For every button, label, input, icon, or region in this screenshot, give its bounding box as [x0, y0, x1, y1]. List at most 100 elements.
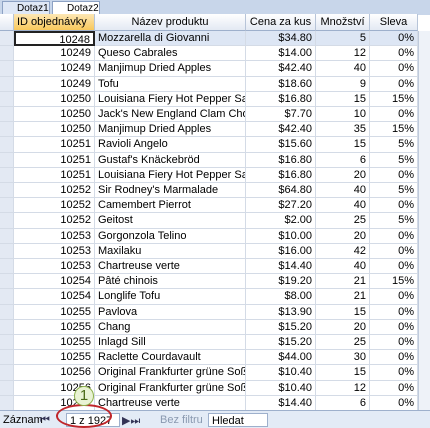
- cell[interactable]: 10253: [14, 228, 95, 244]
- cell[interactable]: 15%: [370, 122, 418, 138]
- row-selector[interactable]: [0, 350, 14, 366]
- cell[interactable]: 6: [316, 395, 370, 411]
- cell[interactable]: 15: [316, 91, 370, 107]
- first-record[interactable]: ⏮: [40, 414, 50, 426]
- cell[interactable]: 10248: [14, 31, 95, 47]
- cell[interactable]: 20: [316, 167, 370, 183]
- row-selector[interactable]: [0, 31, 14, 47]
- cell[interactable]: $15.20: [246, 319, 316, 335]
- cell[interactable]: 15: [316, 137, 370, 153]
- cell[interactable]: $27.20: [246, 198, 316, 214]
- cell[interactable]: 0%: [370, 107, 418, 123]
- row-selector[interactable]: [0, 395, 14, 411]
- row-selector[interactable]: [0, 289, 14, 305]
- select-all[interactable]: [0, 14, 14, 31]
- cell[interactable]: $10.40: [246, 380, 316, 396]
- cell[interactable]: 10255: [14, 350, 95, 366]
- cell[interactable]: 10255: [14, 304, 95, 320]
- cell[interactable]: $16.80: [246, 91, 316, 107]
- column-header[interactable]: Cena za kus: [246, 14, 316, 31]
- column-header[interactable]: Množství: [316, 14, 370, 31]
- cell[interactable]: $42.40: [246, 61, 316, 77]
- cell[interactable]: $10.00: [246, 228, 316, 244]
- row-selector[interactable]: [0, 304, 14, 320]
- cell[interactable]: 10249: [14, 46, 95, 62]
- cell[interactable]: $8.00: [246, 289, 316, 305]
- cell[interactable]: 40: [316, 183, 370, 199]
- row-selector[interactable]: [0, 365, 14, 381]
- cell[interactable]: 10255: [14, 335, 95, 351]
- cell[interactable]: $34.80: [246, 31, 316, 47]
- row-selector[interactable]: [0, 243, 14, 259]
- column-header[interactable]: Název produktu: [95, 14, 246, 31]
- scrollbar[interactable]: [418, 31, 430, 410]
- cell[interactable]: $44.00: [246, 350, 316, 366]
- cell[interactable]: Louisiana Fiery Hot Pepper Sauce: [95, 167, 246, 183]
- cell[interactable]: Longlife Tofu: [95, 289, 246, 305]
- cell[interactable]: 12: [316, 380, 370, 396]
- cell[interactable]: Camembert Pierrot: [95, 198, 246, 214]
- cell[interactable]: $16.80: [246, 167, 316, 183]
- cell[interactable]: 42: [316, 243, 370, 259]
- cell[interactable]: 5: [316, 31, 370, 47]
- cell[interactable]: 0%: [370, 259, 418, 275]
- cell[interactable]: 0%: [370, 46, 418, 62]
- cell[interactable]: 5%: [370, 183, 418, 199]
- cell[interactable]: Gustaf's Knäckebröd: [95, 152, 246, 168]
- cell[interactable]: 0%: [370, 319, 418, 335]
- cell[interactable]: 10251: [14, 167, 95, 183]
- cell[interactable]: 10250: [14, 122, 95, 138]
- cell[interactable]: 15: [316, 365, 370, 381]
- cell[interactable]: 0%: [370, 243, 418, 259]
- cell[interactable]: 0%: [370, 365, 418, 381]
- cell[interactable]: $15.60: [246, 137, 316, 153]
- column-header[interactable]: Sleva: [370, 14, 418, 31]
- cell[interactable]: $42.40: [246, 122, 316, 138]
- cell[interactable]: 10249: [14, 61, 95, 77]
- row-selector[interactable]: [0, 91, 14, 107]
- cell[interactable]: 0%: [370, 61, 418, 77]
- cell[interactable]: 0%: [370, 167, 418, 183]
- cell[interactable]: 40: [316, 61, 370, 77]
- cell[interactable]: Tofu: [95, 76, 246, 92]
- cell[interactable]: 10254: [14, 274, 95, 290]
- cell[interactable]: 21: [316, 274, 370, 290]
- row-selector[interactable]: [0, 167, 14, 183]
- cell[interactable]: 9: [316, 76, 370, 92]
- cell[interactable]: 10256: [14, 365, 95, 381]
- cell[interactable]: 30: [316, 350, 370, 366]
- row-selector[interactable]: [0, 259, 14, 275]
- cell[interactable]: Mozzarella di Giovanni: [95, 31, 246, 47]
- cell[interactable]: 10253: [14, 243, 95, 259]
- cell[interactable]: Chang: [95, 319, 246, 335]
- cell[interactable]: Queso Cabrales: [95, 46, 246, 62]
- cell[interactable]: $16.00: [246, 243, 316, 259]
- cell[interactable]: Sir Rodney's Marmalade: [95, 183, 246, 199]
- cell[interactable]: Geitost: [95, 213, 246, 229]
- cell[interactable]: $7.70: [246, 107, 316, 123]
- cell[interactable]: $19.20: [246, 274, 316, 290]
- row-selector[interactable]: [0, 274, 14, 290]
- cell[interactable]: 21: [316, 289, 370, 305]
- cell[interactable]: $2.00: [246, 213, 316, 229]
- cell[interactable]: $13.90: [246, 304, 316, 320]
- search-box[interactable]: Hledat: [208, 413, 268, 427]
- cell[interactable]: 10251: [14, 137, 95, 153]
- cell[interactable]: 10252: [14, 183, 95, 199]
- column-header[interactable]: ID objednávky: [14, 14, 95, 31]
- cell[interactable]: Manjimup Dried Apples: [95, 122, 246, 138]
- cell[interactable]: $14.40: [246, 259, 316, 275]
- cell[interactable]: 10: [316, 107, 370, 123]
- cell[interactable]: 0%: [370, 76, 418, 92]
- row-selector[interactable]: [0, 46, 14, 62]
- cell[interactable]: Inlagd Sill: [95, 335, 246, 351]
- cell[interactable]: $15.20: [246, 335, 316, 351]
- cell[interactable]: Maxilaku: [95, 243, 246, 259]
- row-selector[interactable]: [0, 380, 14, 396]
- cell[interactable]: 10249: [14, 76, 95, 92]
- cell[interactable]: 35: [316, 122, 370, 138]
- cell[interactable]: 20: [316, 319, 370, 335]
- row-selector[interactable]: [0, 198, 14, 214]
- cell[interactable]: 12: [316, 46, 370, 62]
- cell[interactable]: Chartreuse verte: [95, 259, 246, 275]
